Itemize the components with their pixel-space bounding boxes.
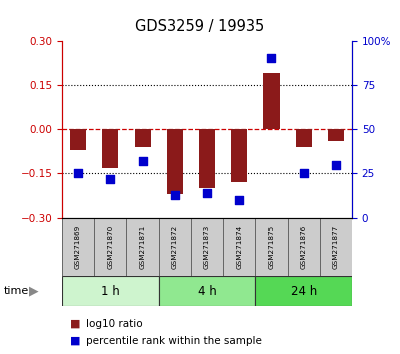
Bar [296,129,312,147]
Bar [199,129,215,188]
Point [139,158,146,164]
Text: GSM271871: GSM271871 [140,225,146,269]
Text: GSM271869: GSM271869 [75,225,81,269]
Bar [263,73,280,129]
Text: GDS3259 / 19935: GDS3259 / 19935 [135,19,265,34]
Bar [167,129,183,194]
Text: log10 ratio: log10 ratio [86,319,143,329]
Text: ▶: ▶ [29,285,39,298]
Bar [134,129,151,147]
Text: percentile rank within the sample: percentile rank within the sample [86,336,262,346]
Text: 4 h: 4 h [198,285,216,298]
Text: GSM271876: GSM271876 [301,225,307,269]
Text: 1 h: 1 h [101,285,120,298]
Bar [94,218,126,276]
Text: GSM271875: GSM271875 [268,225,274,269]
Point [300,171,307,176]
Point [172,192,178,198]
Point [236,197,242,203]
Bar [288,218,320,276]
Bar [62,276,159,306]
Bar [255,218,288,276]
Bar [102,129,118,167]
Text: 24 h: 24 h [290,285,317,298]
Point [333,162,339,167]
Text: GSM271877: GSM271877 [333,225,339,269]
Bar [70,129,86,150]
Bar [159,218,191,276]
Bar [126,218,159,276]
Point [268,56,275,61]
Bar [231,129,247,182]
Point [204,190,210,196]
Bar [62,218,94,276]
Bar [328,129,344,141]
Bar [223,218,255,276]
Text: GSM271873: GSM271873 [204,225,210,269]
Text: ■: ■ [70,319,80,329]
Text: ■: ■ [70,336,80,346]
Point [107,176,114,182]
Text: GSM271872: GSM271872 [172,225,178,269]
Point [75,171,81,176]
Bar [255,276,352,306]
Text: GSM271870: GSM271870 [107,225,113,269]
Bar [191,218,223,276]
Text: time: time [4,286,29,296]
Bar [320,218,352,276]
Text: GSM271874: GSM271874 [236,225,242,269]
Bar [159,276,255,306]
